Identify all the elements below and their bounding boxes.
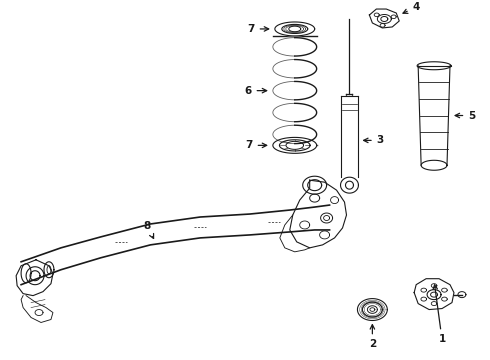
Text: 8: 8 bbox=[144, 221, 153, 238]
Polygon shape bbox=[21, 205, 330, 285]
Polygon shape bbox=[16, 260, 53, 296]
Text: 2: 2 bbox=[369, 325, 376, 349]
Polygon shape bbox=[341, 96, 359, 177]
Text: 5: 5 bbox=[455, 111, 475, 121]
Text: 3: 3 bbox=[364, 135, 384, 145]
Polygon shape bbox=[273, 138, 317, 153]
Polygon shape bbox=[290, 180, 346, 248]
Text: 6: 6 bbox=[245, 86, 267, 96]
Polygon shape bbox=[369, 9, 399, 28]
Text: 7: 7 bbox=[245, 140, 267, 150]
Polygon shape bbox=[275, 22, 315, 36]
Text: 4: 4 bbox=[403, 2, 420, 13]
Polygon shape bbox=[414, 279, 454, 310]
Polygon shape bbox=[418, 66, 450, 165]
Text: 7: 7 bbox=[247, 24, 269, 34]
Polygon shape bbox=[358, 298, 387, 320]
Text: 1: 1 bbox=[433, 285, 445, 345]
Polygon shape bbox=[21, 296, 53, 323]
